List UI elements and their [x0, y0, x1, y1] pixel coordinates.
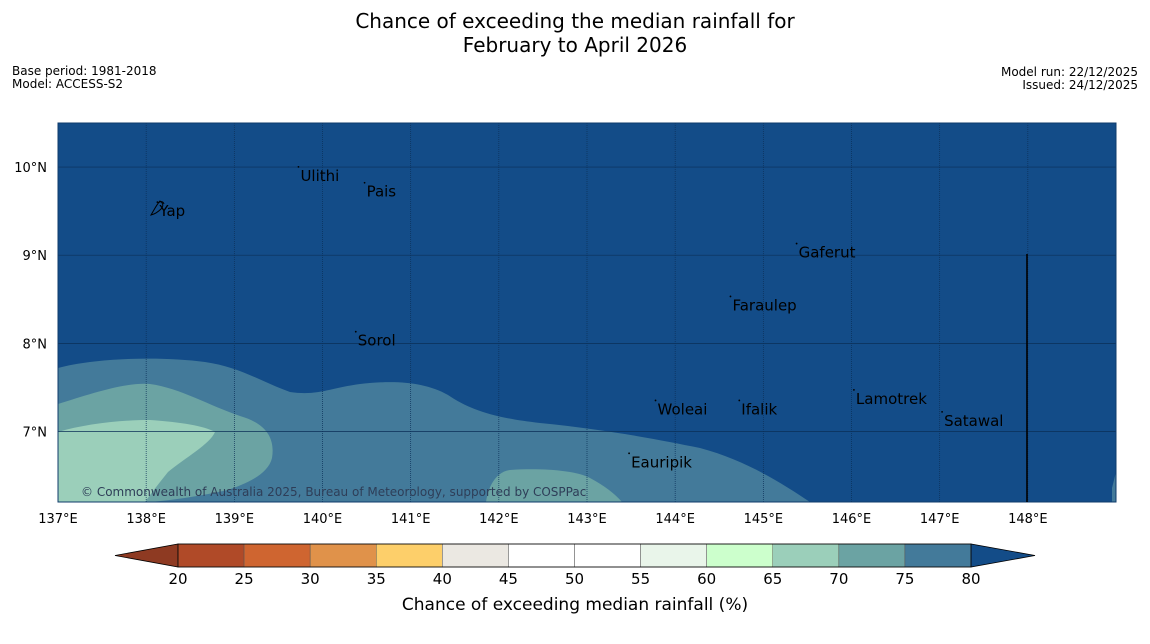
- meta-right: Model run: 22/12/2025 Issued: 24/12/2025: [1001, 66, 1138, 92]
- probability-75-80-edge-east: [1112, 472, 1116, 502]
- yap-island-outline: [149, 200, 165, 216]
- map-title: Chance of exceeding the median rainfall …: [0, 9, 1150, 57]
- model-text: Model: ACCESS-S2: [12, 77, 124, 91]
- model-run-text: Model run: 22/12/2025: [1000, 65, 1138, 79]
- colorbar-tick-label: 60: [697, 570, 716, 588]
- lon-tick-label: 144°E: [655, 512, 695, 527]
- place-label: Yap: [158, 202, 185, 220]
- place-label: Gaferut: [799, 244, 856, 262]
- colorbar-tick-label: 35: [367, 570, 386, 588]
- place-label: Faraulep: [732, 296, 796, 314]
- place-label: Woleai: [658, 400, 708, 418]
- colorbar-segment: [904, 543, 972, 568]
- colorbar-tick-label: 55: [631, 570, 650, 588]
- lon-tick-label: 139°E: [215, 512, 255, 527]
- colorbar-segment: [508, 543, 575, 568]
- lat-tick-label: 8°N: [23, 337, 48, 352]
- place-marker: [654, 399, 657, 402]
- copyright-text: © Commonwealth of Australia 2025, Bureau…: [81, 485, 586, 499]
- lon-tick-label: 145°E: [744, 512, 784, 527]
- colorbar-tick-label: 50: [565, 570, 584, 588]
- colorbar-segment: [177, 543, 245, 568]
- colorbar-segment: [706, 543, 774, 568]
- colorbar-tick-label: 70: [829, 570, 848, 588]
- issued-text: Issued: 24/12/2025: [1022, 78, 1138, 92]
- lon-tick-label: 141°E: [391, 512, 431, 527]
- place-marker: [853, 388, 855, 391]
- title-line-2: February to April 2026: [462, 33, 688, 57]
- colorbar-segment: [772, 543, 840, 568]
- place-label: Eauripik: [631, 453, 692, 471]
- colorbar-segment: [376, 543, 443, 568]
- map-border: [57, 122, 1117, 503]
- colorbar-tick-label: 20: [168, 570, 187, 588]
- lon-tick-label: 142°E: [479, 512, 519, 527]
- place-marker: [628, 452, 630, 455]
- probability-70-75-patch-south: [486, 469, 622, 502]
- place-marker: [729, 295, 732, 298]
- lon-tick-label: 143°E: [567, 512, 607, 527]
- colorbar-tick-label: 80: [961, 570, 980, 588]
- place-marker: [795, 242, 798, 245]
- place-marker: [941, 411, 943, 413]
- place-marker: [363, 181, 366, 184]
- map-gridlines: [58, 123, 1116, 502]
- probability-65-70-region: [58, 420, 215, 502]
- colorbar-outline: [177, 543, 972, 568]
- place-label: Ifalik: [741, 400, 777, 418]
- colorbar-segment: [442, 543, 509, 568]
- colorbar-segment: [574, 543, 641, 568]
- colorbar-over-arrow: [970, 543, 1036, 568]
- lat-tick-label: 9°N: [23, 249, 48, 264]
- lon-tick-label: 146°E: [832, 512, 872, 527]
- colorbar-legend: 20 25 30 35 40 45 50 55 60 65 70 75 80: [114, 543, 1036, 588]
- longitude-axis: 137°E 138°E 139°E 140°E 141°E 142°E 143°E 144°E…: [38, 512, 1047, 527]
- place-marker: [156, 201, 159, 204]
- title-line-1: Chance of exceeding the median rainfall …: [355, 9, 795, 33]
- place-marker: [738, 399, 741, 402]
- place-marker: [354, 330, 357, 333]
- meta-left: Base period: 1981-2018 Model: ACCESS-S2: [12, 65, 157, 91]
- colorbar-under-arrow: [114, 543, 179, 568]
- lon-tick-label: 148°E: [1008, 512, 1048, 527]
- lon-tick-label: 137°E: [38, 512, 78, 527]
- lat-tick-label: 10°N: [14, 161, 47, 176]
- colorbar-tick-label: 30: [301, 570, 320, 588]
- colorbar-segment: [640, 543, 707, 568]
- place-label: Sorol: [358, 332, 396, 350]
- lon-tick-label: 147°E: [920, 512, 960, 527]
- place-label: Satawal: [944, 412, 1003, 430]
- place-label: Ulithi: [300, 167, 339, 185]
- lat-tick-label: 7°N: [23, 425, 48, 440]
- base-period-text: Base period: 1981-2018: [12, 64, 157, 78]
- colorbar-tick-label: 45: [499, 570, 518, 588]
- colorbar-label: Chance of exceeding median rainfall (%): [402, 595, 748, 615]
- colorbar-segment: [243, 543, 311, 568]
- colorbar-tick-label: 75: [895, 570, 914, 588]
- lon-tick-label: 140°E: [303, 512, 343, 527]
- place-labels: Ulithi Pais Yap Gaferut Faraulep Sorol Lamotre…: [156, 165, 1003, 471]
- colorbar-tick-label: 40: [433, 570, 452, 588]
- colorbar-segment: [838, 543, 906, 568]
- place-label: Pais: [367, 183, 397, 201]
- place-label: Lamotrek: [856, 390, 927, 408]
- map-area[interactable]: Ulithi Pais Yap Gaferut Faraulep Sorol Lamotre…: [57, 122, 1117, 503]
- colorbar-segment: [309, 543, 377, 568]
- latitude-axis: 7°N 8°N 9°N 10°N: [14, 161, 47, 440]
- lon-tick-label: 138°E: [126, 512, 166, 527]
- colorbar-tick-label: 65: [763, 570, 782, 588]
- colorbar-tick-label: 25: [235, 570, 254, 588]
- place-marker: [297, 165, 300, 168]
